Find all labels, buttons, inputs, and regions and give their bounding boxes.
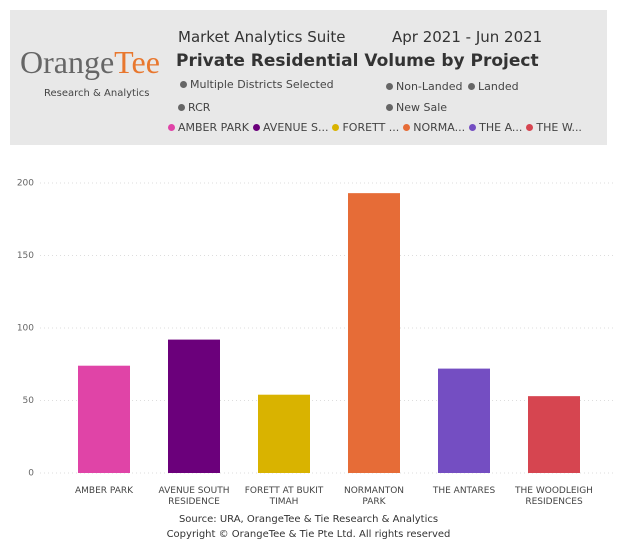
- filter: Multiple Districts Selected: [180, 78, 334, 91]
- bar: [168, 339, 220, 473]
- logo: OrangeTee: [20, 44, 160, 81]
- copyright: Copyright © OrangeTee & Tie Pte Ltd. All…: [166, 529, 451, 540]
- bar: [528, 396, 580, 473]
- legend-item: NORMA...: [403, 121, 465, 134]
- y-tick-label: 200: [17, 179, 34, 189]
- x-tick-label: THE WOODLEIGH RESIDENCES: [515, 486, 593, 507]
- legend-item: THE A...: [469, 121, 522, 134]
- logo-part: Tee: [114, 44, 160, 80]
- source: Source: URA, OrangeTee & Tie Research & …: [178, 514, 439, 525]
- bar: [78, 365, 130, 473]
- filter-text: RCR: [188, 101, 211, 114]
- legend-item: AVENUE S...: [252, 121, 329, 134]
- x-tick-label: THE ANTARES: [432, 486, 496, 496]
- y-tick-label: 50: [23, 396, 35, 406]
- header-panel: [10, 10, 607, 145]
- filter: New Sale: [386, 101, 447, 114]
- bar: [348, 193, 400, 473]
- legend-label: FORETT ...: [342, 121, 400, 134]
- filter-text: Multiple Districts Selected: [190, 78, 334, 91]
- legend-label: AMBER PARK: [178, 121, 249, 134]
- y-tick-label: 150: [17, 251, 34, 261]
- legend-swatch: [469, 124, 477, 131]
- x-tick-label: FORETT AT BUKIT TIMAH: [244, 486, 324, 507]
- bar: [438, 368, 490, 473]
- legend-swatch: [526, 124, 534, 131]
- chart: 0 50 100 150 200: [17, 179, 615, 479]
- legend-label: NORMA...: [413, 121, 466, 134]
- filter-text: New Sale: [396, 101, 448, 114]
- title: Private Residential Volume by Project: [176, 51, 539, 71]
- legend-swatch: [252, 124, 260, 131]
- legend-item: THE W...: [526, 121, 582, 134]
- x-tick-label: AVENUE SOUTH RESIDENCE: [158, 486, 230, 507]
- legend-item: FORETT ...: [332, 121, 399, 134]
- logo-part: Orange: [20, 44, 115, 80]
- period: Apr 2021 - Jun 2021: [392, 28, 543, 46]
- filter-text: Non-Landed: [396, 80, 463, 93]
- filter: Landed: [468, 80, 519, 93]
- legend-swatch: [332, 124, 340, 131]
- filter-text: Landed: [478, 80, 519, 93]
- logo-subtitle: Research & Analytics: [44, 88, 150, 99]
- legend-label: AVENUE S...: [262, 121, 329, 134]
- y-tick-label: 0: [28, 469, 34, 479]
- legend: AMBER PARK AVENUE S... FORETT ... NORMA... T…: [168, 121, 582, 134]
- x-tick-label: AMBER PARK: [74, 486, 134, 496]
- x-tick-label: NORMANTON PARK: [343, 486, 405, 507]
- legend-swatch: [168, 124, 175, 131]
- legend-label: THE W...: [536, 121, 582, 134]
- legend-item: AMBER PARK: [168, 121, 249, 134]
- filter: Non-Landed: [386, 80, 462, 93]
- legend-label: THE A...: [479, 121, 523, 134]
- legend-swatch: [403, 124, 411, 131]
- y-tick-label: 100: [17, 324, 34, 334]
- bar: [258, 394, 310, 473]
- filter: RCR: [178, 101, 210, 114]
- app-name: Market Analytics Suite: [178, 28, 346, 46]
